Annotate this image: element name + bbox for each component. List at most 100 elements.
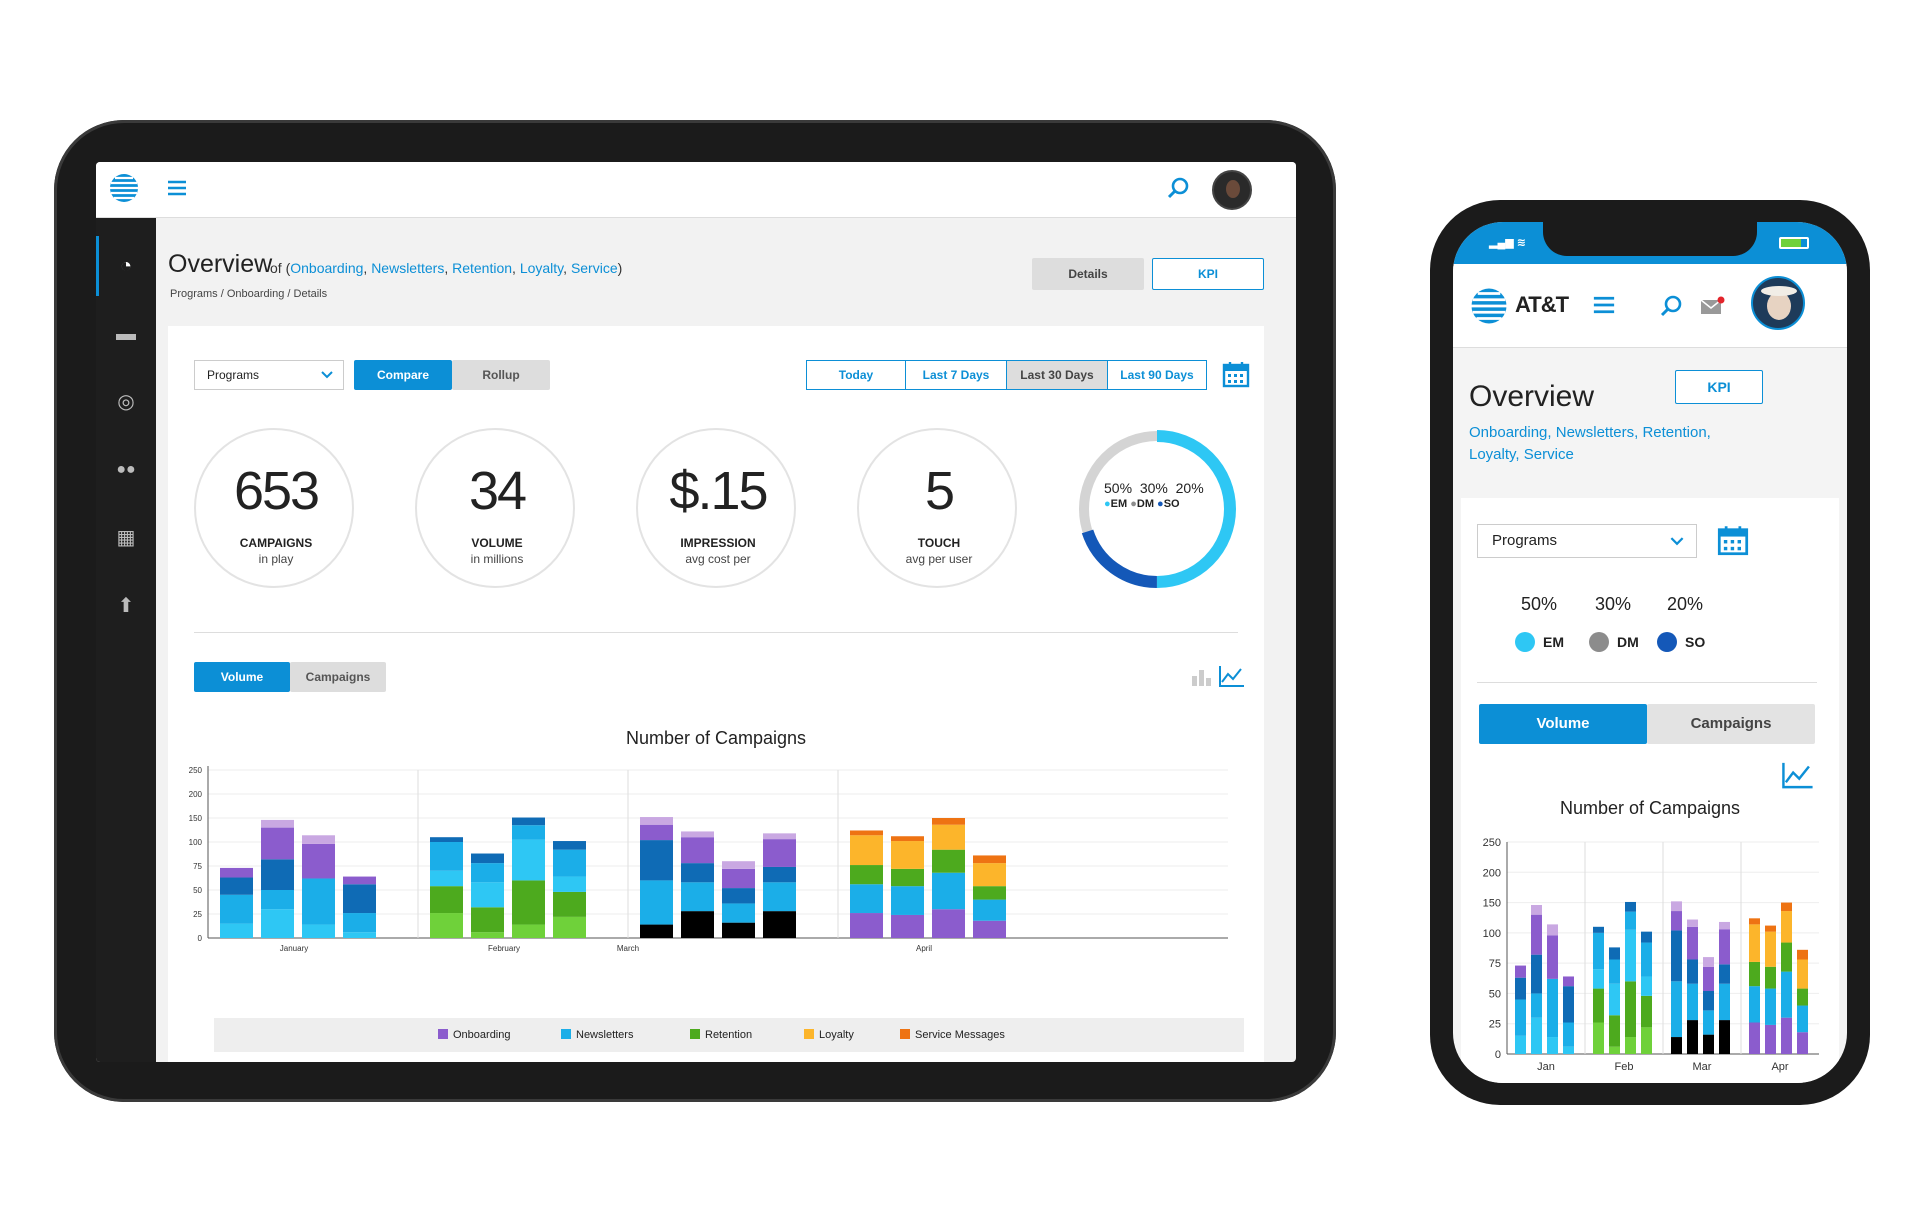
bar-segment (722, 888, 755, 904)
avatar[interactable] (1751, 276, 1805, 330)
calendar-icon[interactable] (1717, 524, 1749, 556)
rollup-button[interactable]: Rollup (452, 360, 550, 390)
kpi-volume: 34 VOLUME in millions (415, 428, 575, 588)
bar-segment (891, 868, 924, 887)
bar-segment (1593, 1022, 1604, 1054)
hamburger-icon[interactable] (1593, 296, 1615, 314)
programs-select[interactable]: Programs (1477, 524, 1697, 558)
line-chart-icon[interactable] (1781, 760, 1815, 790)
bar-segment (1687, 959, 1698, 984)
users-icon[interactable]: ●● (116, 461, 136, 478)
y-tick-label: 25 (1489, 1019, 1501, 1031)
campaigns-bar-chart: 0 25 50 75 100 150 200 250 January February March A… (189, 766, 1228, 953)
bar-segment (1765, 931, 1776, 967)
donut-pcts: 50% 30% 20% (1104, 480, 1214, 496)
avatar[interactable] (1212, 170, 1252, 210)
program-link-loyalty[interactable]: Loyalty (519, 260, 564, 276)
calendar-icon[interactable] (1222, 360, 1250, 388)
y-tick-label: 250 (1483, 837, 1501, 849)
bar-segment (471, 882, 504, 908)
bar-segment (640, 840, 673, 881)
bar-segment (891, 841, 924, 869)
bar-segment (1515, 965, 1526, 978)
range-last-7-days[interactable]: Last 7 Days (905, 360, 1007, 390)
range-last-30-days[interactable]: Last 30 Days (1006, 360, 1108, 390)
bar-segment (1547, 935, 1558, 979)
bar-segment (1719, 1020, 1730, 1054)
range-today[interactable]: Today (806, 360, 906, 390)
pct-dm: 30% (1595, 594, 1632, 614)
program-link-onboarding[interactable]: Onboarding (290, 260, 364, 276)
hamburger-icon[interactable] (168, 180, 186, 196)
legend-loyalty: Loyalty (804, 1029, 854, 1041)
bar-segment (1703, 1010, 1714, 1035)
bar-segment (1671, 930, 1682, 982)
bar-segment (471, 932, 504, 938)
donut-pct-so: 20% (1175, 480, 1204, 496)
bar-segment (261, 890, 294, 910)
att-globe-icon[interactable] (108, 172, 140, 204)
bar-segment (850, 865, 883, 885)
bar-segment (1563, 976, 1574, 987)
bar-segment (512, 839, 545, 881)
bar-segment (1625, 1037, 1636, 1054)
kpi-button[interactable]: KPI (1675, 370, 1763, 404)
folder-icon[interactable]: ▬ (116, 323, 136, 345)
tab-volume[interactable]: Volume (194, 662, 290, 692)
bar-segment (1641, 931, 1652, 943)
program-link-service[interactable]: Service (1523, 446, 1574, 463)
x-tick-label: Mar (1693, 1061, 1712, 1073)
programs-select[interactable]: Programs (194, 360, 344, 390)
bar-segment (1749, 986, 1760, 1023)
program-link-newsletters[interactable]: Newsletters (371, 260, 445, 276)
y-tick-label: 75 (193, 862, 202, 871)
bar-chart-icon[interactable] (1190, 664, 1214, 688)
program-link-loyalty[interactable]: Loyalty (1469, 446, 1516, 463)
bar-segment (1687, 983, 1698, 1021)
title-of-text: of ( (270, 260, 291, 276)
search-icon[interactable] (1659, 294, 1683, 318)
legend-retention: Retention (690, 1029, 752, 1041)
program-link-service[interactable]: Service (570, 260, 618, 276)
upload-icon[interactable]: ⬆ (117, 595, 135, 617)
calendar-icon[interactable]: ▦ (116, 527, 136, 549)
bar-segment (261, 819, 294, 828)
program-link-retention[interactable]: Retention (1642, 424, 1707, 441)
kpi-button[interactable]: KPI (1152, 258, 1264, 290)
bar-segment (681, 911, 714, 938)
program-link-retention[interactable]: Retention (452, 260, 513, 276)
compare-button[interactable]: Compare (354, 360, 452, 390)
details-button[interactable]: Details (1032, 258, 1144, 290)
bar-segment (553, 849, 586, 877)
kpi-impression-sub: avg cost per (685, 552, 751, 566)
y-tick-label: 100 (189, 838, 203, 847)
bar-segment (681, 831, 714, 838)
x-tick-label: January (280, 944, 308, 953)
bar-segment (553, 916, 586, 938)
bar-segment (1797, 949, 1808, 960)
program-link-newsletters[interactable]: Newsletters (1555, 424, 1635, 441)
bar-segment (302, 843, 335, 879)
dashboard-icon[interactable]: ◔ (119, 255, 133, 277)
tab-volume[interactable]: Volume (1479, 704, 1647, 744)
mail-icon[interactable] (1699, 296, 1725, 316)
legend-swatch (561, 1029, 571, 1039)
kpi-campaigns-value: 653 (233, 461, 320, 521)
page-title: Overview (168, 250, 273, 278)
att-globe-icon[interactable] (1469, 286, 1509, 326)
x-tick-label: Apr (1771, 1061, 1788, 1073)
tab-campaigns[interactable]: Campaigns (290, 662, 386, 692)
program-link-onboarding[interactable]: Onboarding (1469, 424, 1548, 441)
target-icon[interactable]: ◎ (117, 391, 135, 413)
bar-segment (512, 924, 545, 938)
search-icon[interactable] (1166, 176, 1190, 200)
bar-segment (1671, 981, 1682, 1038)
range-last-90-days[interactable]: Last 90 Days (1107, 360, 1207, 390)
bar-segment (891, 886, 924, 915)
bar-segment (1609, 947, 1620, 960)
bar-segment (640, 824, 673, 841)
tab-campaigns[interactable]: Campaigns (1647, 704, 1815, 744)
bar-segment (850, 835, 883, 866)
kpi-touch-label: TOUCH (917, 536, 961, 550)
line-chart-icon[interactable] (1218, 664, 1246, 688)
